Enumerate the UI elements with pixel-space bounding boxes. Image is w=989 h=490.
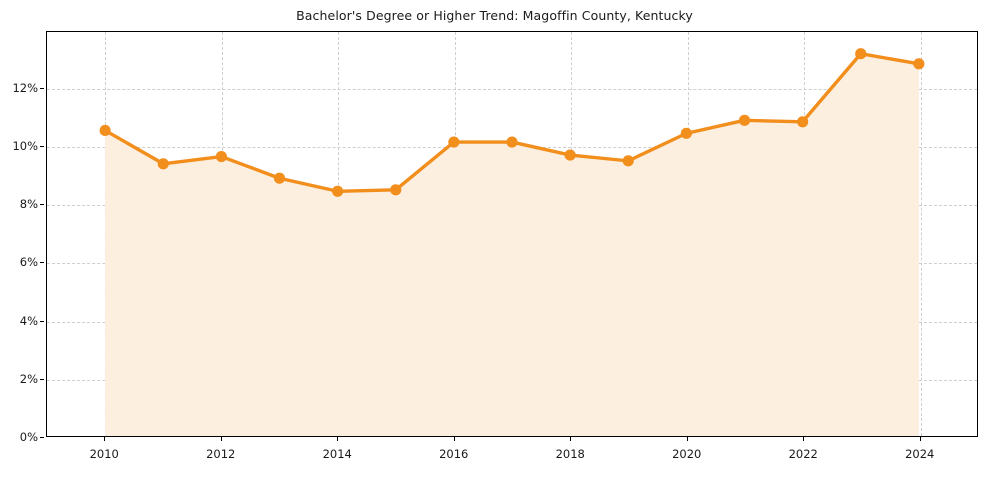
x-axis-tick-label: 2012 [206,447,236,461]
x-axis-tick-label: 2018 [555,447,585,461]
x-axis-tick-label: 2016 [439,447,469,461]
data-point-marker [797,116,809,128]
x-axis-tick-label: 2024 [905,447,935,461]
data-point-marker [680,127,692,139]
data-point-marker [215,150,227,163]
data-point-marker [99,124,111,137]
plot-inner [47,32,977,436]
x-axis-tick-layer: 2010 2012 2014 2016 2018 2020 2022 2024 [46,437,978,477]
data-point-marker [913,58,925,70]
y-axis-tick-label: 2% [19,371,38,386]
y-axis-tick-label: 4% [19,313,38,328]
x-axis-tick-mark [570,437,572,441]
data-point-marker [390,184,402,196]
data-point-marker [273,172,286,184]
y-axis-tick-mark [40,320,44,322]
y-axis-tick-label: 8% [19,197,38,212]
y-axis-tick-label: 12% [12,80,38,95]
x-axis-tick-mark [337,437,339,441]
y-axis-tick-mark [40,262,44,264]
x-axis-tick-label: 2010 [89,447,119,461]
data-point-marker [855,48,867,60]
y-axis-tick-mark [40,145,44,147]
y-axis-tick-label: 6% [19,255,38,270]
data-point-marker [738,114,751,126]
data-point-marker [448,136,460,148]
y-axis-tick-label: 0% [19,430,38,444]
plot-area [46,31,978,437]
gridline-horizontal [47,88,977,90]
y-axis-tick-mark [40,437,44,438]
series-area-fill [105,53,919,436]
series-line-bachelors-degree-or-higher [99,48,925,436]
y-axis-tick-mark [40,204,44,206]
x-axis-tick-mark [220,437,222,441]
x-axis-tick-mark [803,437,805,441]
x-axis-tick-label: 2014 [322,447,352,461]
data-point-marker [564,149,576,161]
y-axis-tick-mark [40,378,44,380]
data-point-marker [157,158,169,170]
x-axis-tick-mark [453,437,455,441]
data-point-marker [622,155,634,167]
data-point-marker [332,185,344,197]
data-point-marker [506,136,518,148]
y-axis-tick-label: 10% [12,138,38,153]
x-axis-tick-label: 2022 [788,447,818,461]
y-axis-tick-marks [0,31,46,438]
chart-title: Bachelor's Degree or Higher Trend: Magof… [296,8,693,23]
x-axis-tick-mark [686,437,688,441]
x-axis-tick-mark [104,437,106,441]
y-axis-tick-labels: 0% 2% 4% 6% 8% 10% 12% [0,31,38,444]
x-axis-tick-mark [919,437,921,441]
x-axis-tick-label: 2020 [672,447,702,461]
gridline-vertical [920,32,922,436]
y-axis-tick-mark [40,87,44,89]
